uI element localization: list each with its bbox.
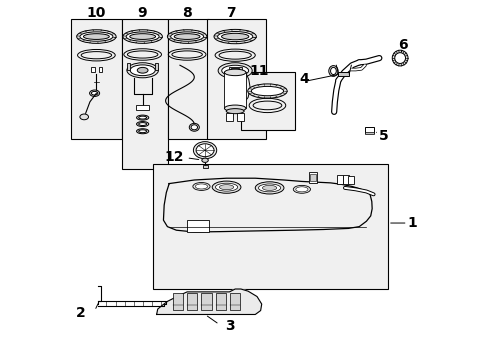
Text: 2: 2 xyxy=(76,306,85,320)
Ellipse shape xyxy=(217,32,252,41)
Bar xyxy=(91,67,95,72)
Bar xyxy=(136,105,149,111)
Text: 10: 10 xyxy=(86,6,105,20)
Ellipse shape xyxy=(255,182,284,194)
Ellipse shape xyxy=(139,123,146,126)
Text: 12: 12 xyxy=(163,150,183,164)
Bar xyxy=(230,293,240,310)
Ellipse shape xyxy=(191,125,197,130)
Bar xyxy=(201,293,211,310)
Bar xyxy=(237,113,244,121)
Ellipse shape xyxy=(328,66,337,76)
Ellipse shape xyxy=(136,129,148,134)
Polygon shape xyxy=(163,178,371,232)
Bar xyxy=(241,72,294,130)
Ellipse shape xyxy=(174,34,200,40)
Ellipse shape xyxy=(83,34,109,40)
Ellipse shape xyxy=(126,63,158,78)
Ellipse shape xyxy=(91,91,98,95)
Bar xyxy=(99,67,102,72)
Bar xyxy=(364,127,373,134)
Ellipse shape xyxy=(80,114,88,120)
Text: 5: 5 xyxy=(379,129,388,143)
Ellipse shape xyxy=(221,65,248,76)
Ellipse shape xyxy=(394,53,405,63)
Bar xyxy=(155,63,158,70)
Ellipse shape xyxy=(192,183,210,190)
Bar xyxy=(348,176,353,184)
Bar xyxy=(126,63,130,70)
Bar xyxy=(70,19,122,139)
Ellipse shape xyxy=(224,105,245,112)
Bar xyxy=(206,19,265,139)
Ellipse shape xyxy=(212,181,241,193)
Ellipse shape xyxy=(167,30,206,43)
Ellipse shape xyxy=(224,69,245,76)
Ellipse shape xyxy=(136,115,148,120)
Ellipse shape xyxy=(226,109,244,114)
Ellipse shape xyxy=(330,67,336,75)
Ellipse shape xyxy=(193,141,216,159)
Bar xyxy=(226,113,233,121)
Bar xyxy=(187,220,208,231)
Ellipse shape xyxy=(189,123,199,131)
Ellipse shape xyxy=(126,32,159,41)
Ellipse shape xyxy=(137,67,148,73)
Ellipse shape xyxy=(196,144,214,157)
Bar xyxy=(308,172,316,183)
Ellipse shape xyxy=(77,30,116,43)
Ellipse shape xyxy=(122,30,162,43)
Ellipse shape xyxy=(247,84,286,98)
Text: 3: 3 xyxy=(224,319,234,333)
Bar xyxy=(202,165,207,168)
Text: 8: 8 xyxy=(182,6,192,20)
Ellipse shape xyxy=(139,130,146,133)
Bar xyxy=(310,174,315,181)
Bar xyxy=(187,293,197,310)
Polygon shape xyxy=(156,289,261,315)
Bar xyxy=(230,68,239,72)
Text: 9: 9 xyxy=(137,6,147,20)
Ellipse shape xyxy=(251,86,283,96)
Bar xyxy=(167,19,208,139)
Ellipse shape xyxy=(295,187,307,192)
Ellipse shape xyxy=(202,158,208,162)
Ellipse shape xyxy=(262,185,276,190)
Ellipse shape xyxy=(129,34,155,40)
Bar xyxy=(338,72,348,76)
Ellipse shape xyxy=(258,184,280,192)
Text: 1: 1 xyxy=(407,216,417,230)
Bar xyxy=(172,293,183,310)
Text: 11: 11 xyxy=(248,64,268,78)
Bar xyxy=(224,72,245,108)
Ellipse shape xyxy=(391,50,407,66)
Ellipse shape xyxy=(195,184,207,189)
Ellipse shape xyxy=(136,122,148,127)
Ellipse shape xyxy=(215,183,237,191)
Bar xyxy=(153,164,387,289)
Ellipse shape xyxy=(170,32,203,41)
Ellipse shape xyxy=(293,185,310,193)
Text: 6: 6 xyxy=(398,38,407,52)
Ellipse shape xyxy=(218,63,252,78)
Text: 4: 4 xyxy=(299,72,309,86)
Text: 7: 7 xyxy=(225,6,235,20)
Polygon shape xyxy=(98,301,165,306)
Bar xyxy=(365,132,373,134)
Ellipse shape xyxy=(221,33,248,40)
Polygon shape xyxy=(98,286,101,301)
Bar xyxy=(228,67,241,72)
Ellipse shape xyxy=(219,185,233,190)
Ellipse shape xyxy=(130,65,155,76)
Ellipse shape xyxy=(214,30,256,44)
Ellipse shape xyxy=(89,90,100,96)
Bar xyxy=(215,293,225,310)
Ellipse shape xyxy=(139,116,146,119)
Bar xyxy=(122,19,167,169)
Bar xyxy=(342,175,348,184)
Ellipse shape xyxy=(80,32,113,41)
Bar xyxy=(336,175,343,184)
